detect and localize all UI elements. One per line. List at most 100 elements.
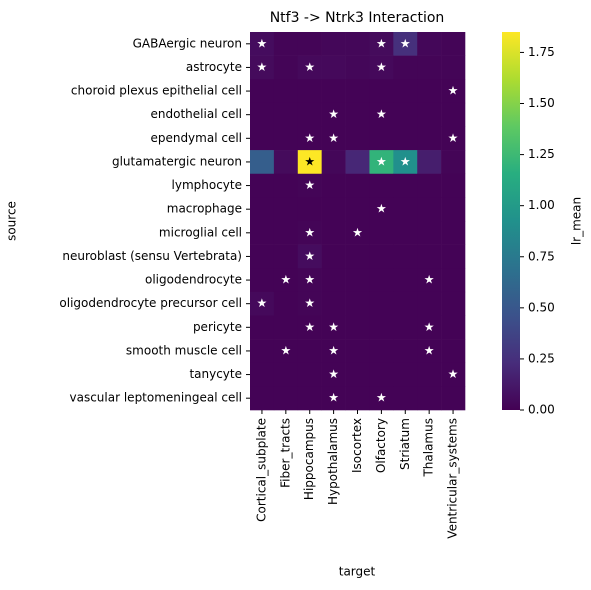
heatmap-cell (345, 197, 370, 222)
heatmap-cell (417, 291, 442, 316)
cell-annotation: ★ (376, 391, 387, 405)
cell-annotation: ★ (304, 178, 315, 192)
cell-annotation: ★ (257, 60, 268, 74)
heatmap-cell (417, 315, 442, 340)
heatmap-cell (441, 315, 466, 340)
heatmap-cell (417, 197, 442, 222)
x-tick-label: Hippocampus (302, 418, 316, 500)
heatmap-cell (369, 315, 394, 340)
colorbar-tick-label: 0.75 (528, 249, 555, 263)
y-tick-label: pericyte (193, 320, 242, 334)
colorbar-tick-label: 0.50 (528, 300, 555, 314)
heatmap-cell (345, 150, 370, 175)
heatmap-cell (297, 291, 322, 316)
heatmap-cell (297, 173, 322, 198)
heatmap-cell (273, 339, 299, 364)
y-tick-label: tanycyte (189, 367, 242, 381)
cell-annotation: ★ (448, 367, 459, 381)
cell-annotation: ★ (424, 343, 435, 357)
cell-annotation: ★ (424, 320, 435, 334)
colorbar-tick-label: 0.25 (528, 351, 555, 365)
heatmap-cell (250, 150, 275, 175)
x-tick-label: Hypothalamus (326, 418, 340, 505)
heatmap-cell (441, 150, 466, 175)
cell-annotation: ★ (257, 36, 268, 50)
heatmap-cell (441, 244, 466, 269)
heatmap-cell (369, 244, 394, 269)
cell-annotation: ★ (304, 296, 315, 310)
x-tick-label: Olfactory (374, 418, 388, 473)
heatmap-cell (297, 32, 322, 56)
y-tick-label: endothelial cell (151, 107, 242, 121)
heatmap-cell (321, 362, 346, 387)
heatmap-cell (273, 126, 299, 151)
cell-annotation: ★ (304, 60, 315, 74)
heatmap-cell (417, 221, 442, 245)
heatmap-cell (393, 173, 418, 198)
heatmap-cell (393, 386, 418, 411)
heatmap-cell (369, 339, 394, 364)
cell-annotation: ★ (304, 273, 315, 287)
heatmap-cell (417, 173, 442, 198)
heatmap-cell (273, 79, 299, 104)
cell-annotation: ★ (304, 225, 315, 239)
cell-annotation: ★ (424, 273, 435, 287)
heatmap-cell (273, 291, 299, 316)
heatmap-cell (321, 126, 346, 151)
heatmap-cell (345, 126, 370, 151)
heatmap-cell (369, 173, 394, 198)
heatmap-cell (321, 32, 346, 56)
heatmap-cell (393, 291, 418, 316)
heatmap-cell (417, 126, 442, 151)
x-tick-label: Fiber_tracts (278, 418, 292, 488)
heatmap-cell (250, 102, 275, 127)
heatmap-cell (273, 386, 299, 411)
heatmap-cell (321, 386, 346, 411)
heatmap-cell (417, 362, 442, 387)
heatmap-cell (273, 197, 299, 222)
heatmap-cell (441, 173, 466, 198)
cell-annotation: ★ (328, 367, 339, 381)
cell-annotation: ★ (280, 343, 291, 357)
heatmap-cell (441, 79, 466, 104)
heatmap-cell (273, 362, 299, 387)
cell-annotation: ★ (328, 391, 339, 405)
heatmap-cell (417, 339, 442, 364)
heatmap-cell (393, 268, 418, 293)
heatmap-cell (250, 315, 275, 340)
heatmap-cell (345, 221, 370, 245)
heatmap-cell (321, 339, 346, 364)
cell-annotation: ★ (448, 84, 459, 98)
chart-title: Ntf3 -> Ntrk3 Interaction (270, 10, 445, 26)
cell-annotation: ★ (352, 225, 363, 239)
heatmap-cell (393, 362, 418, 387)
heatmap-cell (250, 197, 275, 222)
heatmap-cell (345, 362, 370, 387)
heatmap-cell (297, 126, 322, 151)
heatmap-cell (345, 79, 370, 104)
heatmap-cell (297, 315, 322, 340)
heatmap-cell (417, 79, 442, 104)
heatmap-cell (297, 268, 322, 293)
heatmap-cell (297, 79, 322, 104)
heatmap-cell (345, 386, 370, 411)
cell-annotation: ★ (257, 296, 268, 310)
heatmap-cell (417, 150, 442, 175)
heatmap-cell (393, 126, 418, 151)
heatmap-cell (369, 197, 394, 222)
colorbar-tick-label: 1.75 (528, 45, 555, 59)
heatmap-cell (297, 102, 322, 127)
heatmap-cell (250, 339, 275, 364)
cell-annotation: ★ (304, 131, 315, 145)
heatmap-cell (250, 32, 275, 56)
heatmap-cell (321, 197, 346, 222)
heatmap-cell (345, 315, 370, 340)
heatmap-cell (273, 150, 299, 175)
y-tick-label: microglial cell (159, 225, 242, 239)
heatmap-cell (321, 55, 346, 80)
heatmap-cell (345, 32, 370, 56)
cell-annotation: ★ (304, 154, 315, 168)
heatmap-cell (393, 339, 418, 364)
heatmap-cell (297, 221, 322, 245)
heatmap-cell (321, 315, 346, 340)
